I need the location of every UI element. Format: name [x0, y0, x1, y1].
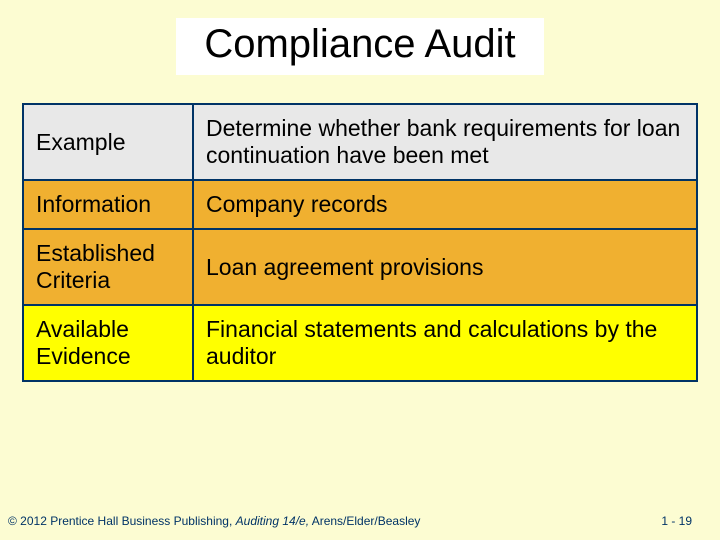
table-row: Example Determine whether bank requireme… [23, 104, 697, 180]
row-label: Available Evidence [23, 305, 193, 381]
table-row: Information Company records [23, 180, 697, 229]
slide-title: Compliance Audit [0, 0, 720, 85]
table-row: Established Criteria Loan agreement prov… [23, 229, 697, 305]
footer-suffix: Arens/Elder/Beasley [309, 514, 420, 528]
row-value: Loan agreement provisions [193, 229, 697, 305]
row-label: Established Criteria [23, 229, 193, 305]
row-value: Company records [193, 180, 697, 229]
content-table-wrap: Example Determine whether bank requireme… [22, 103, 698, 382]
row-label: Information [23, 180, 193, 229]
content-table: Example Determine whether bank requireme… [22, 103, 698, 382]
footer-prefix: © 2012 Prentice Hall Business Publishing… [8, 514, 236, 528]
page-number: 1 - 19 [661, 514, 692, 528]
row-value: Financial statements and calculations by… [193, 305, 697, 381]
footer-left: © 2012 Prentice Hall Business Publishing… [8, 514, 420, 528]
row-value: Determine whether bank requirements for … [193, 104, 697, 180]
footer-italic: Auditing 14/e, [236, 514, 309, 528]
title-text: Compliance Audit [176, 18, 543, 75]
slide: Compliance Audit Example Determine wheth… [0, 0, 720, 540]
row-label: Example [23, 104, 193, 180]
table-row: Available Evidence Financial statements … [23, 305, 697, 381]
